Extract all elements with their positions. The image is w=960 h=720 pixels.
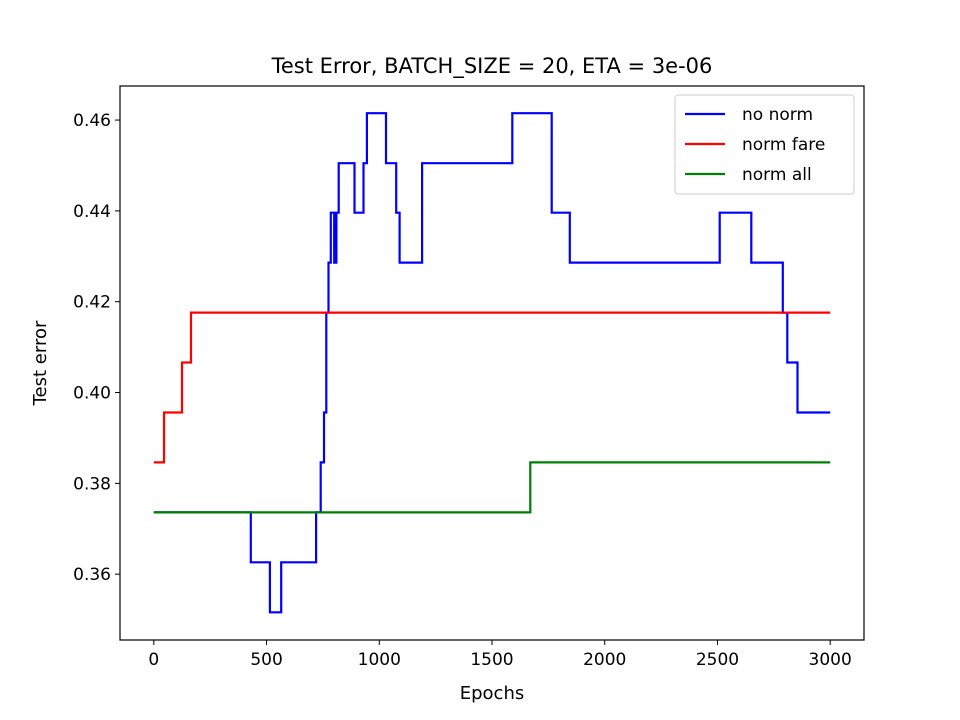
series-line-norm-fare — [153, 311, 831, 464]
x-tick-label: 3000 — [809, 650, 852, 670]
legend: no norm norm fare norm all — [674, 94, 855, 195]
y-tick-label: 0.44 — [73, 202, 111, 222]
plot-lines — [153, 112, 831, 614]
y-tick-label: 0.46 — [73, 111, 111, 131]
legend-label-norm-all: norm all — [742, 165, 812, 185]
series-line-norm-all — [153, 461, 831, 514]
legend-box — [674, 94, 855, 195]
y-axis-label: Test error — [30, 320, 51, 406]
x-axis: 0 500 1000 1500 2000 2500 3000 — [148, 640, 852, 670]
series-line-no-norm — [153, 112, 831, 614]
x-tick-label: 2500 — [696, 650, 739, 670]
legend-label-norm-fare: norm fare — [742, 135, 825, 155]
x-tick-label: 1000 — [358, 650, 401, 670]
y-tick-label: 0.42 — [73, 293, 111, 313]
y-axis: 0.36 0.38 0.40 0.42 0.44 0.46 — [73, 111, 120, 585]
y-tick-label: 0.38 — [73, 474, 111, 494]
x-tick-label: 500 — [250, 650, 282, 670]
y-tick-label: 0.40 — [73, 384, 111, 404]
x-tick-label: 1500 — [470, 650, 513, 670]
x-axis-label: Epochs — [460, 683, 525, 704]
y-tick-label: 0.36 — [73, 565, 111, 585]
x-tick-label: 2000 — [583, 650, 626, 670]
chart-title: Test Error, BATCH_SIZE = 20, ETA = 3e-06 — [271, 54, 713, 79]
legend-label-no-norm: no norm — [742, 105, 813, 125]
x-tick-label: 0 — [148, 650, 159, 670]
